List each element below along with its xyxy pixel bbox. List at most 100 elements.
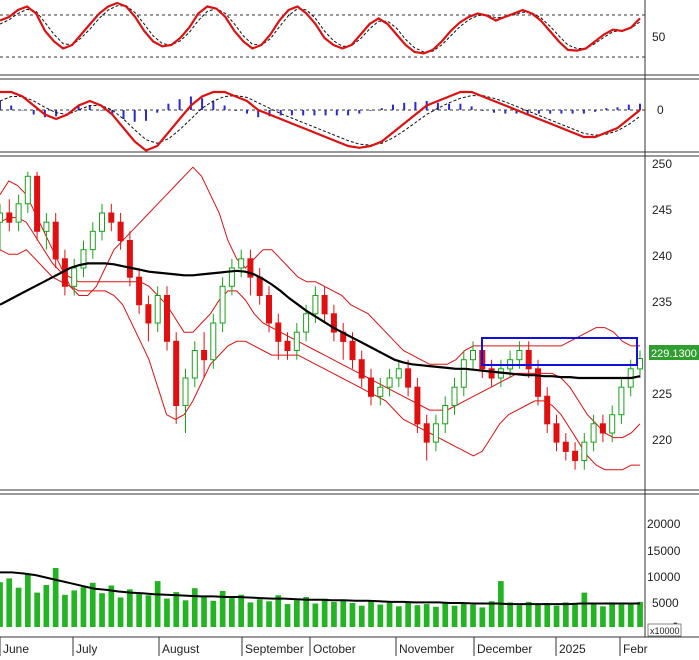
candle-body <box>618 386 625 416</box>
volume-tick-label: 5000 <box>652 596 679 610</box>
candle-body <box>581 441 588 462</box>
candle-body <box>284 340 291 351</box>
long-moving-average <box>0 262 641 380</box>
x-tick-label: 2025 <box>559 642 586 656</box>
volume-bar <box>201 596 207 627</box>
candle-body <box>590 423 597 443</box>
volume-bar <box>368 600 374 627</box>
volume-bar <box>164 598 170 627</box>
volume-bar <box>386 602 393 627</box>
candle-body <box>293 331 300 352</box>
volume-bar <box>340 599 347 627</box>
candle-body <box>572 450 579 461</box>
volume-bar <box>405 601 411 627</box>
candle-body <box>312 295 319 315</box>
volume-bar <box>627 603 634 627</box>
macd-histogram-bar <box>605 108 608 110</box>
highlight-box <box>481 337 638 366</box>
macd-histogram-bar <box>302 110 305 116</box>
x-tick-label: December <box>477 642 532 656</box>
volume-bar <box>331 601 337 627</box>
x-tick-label: November <box>399 642 454 656</box>
candle-body <box>173 340 180 406</box>
volume-bar <box>62 594 68 627</box>
candle-body <box>349 340 356 361</box>
bollinger-lower-band <box>0 249 640 471</box>
price-series <box>0 166 643 471</box>
volume-bar <box>590 603 597 627</box>
macd-line <box>0 90 641 152</box>
candle-body <box>395 368 402 379</box>
x-tick-marks <box>0 637 621 656</box>
last-price-tag: 229.1300 <box>649 345 699 360</box>
candle-body <box>43 221 50 232</box>
macd-histogram-bar <box>88 105 91 110</box>
x-tick-label: September <box>245 642 304 656</box>
volume-bar <box>442 603 449 627</box>
macd-histogram-bar <box>279 110 282 116</box>
volume-bar <box>544 603 551 627</box>
x-tick-label: August <box>162 642 200 656</box>
candle-body <box>303 313 310 333</box>
candle-body <box>535 368 541 397</box>
volume-bar <box>229 598 235 627</box>
candle-body <box>126 240 133 278</box>
macd-histogram-bar <box>313 110 316 116</box>
candle-body <box>219 285 226 324</box>
macd-histogram-bar <box>335 110 338 116</box>
candle-body <box>451 386 458 407</box>
price-tick-label: 245 <box>652 203 672 217</box>
volume-bar <box>266 601 272 627</box>
volume-bar <box>294 600 300 627</box>
x-tick-label: October <box>313 642 356 656</box>
candle-body <box>99 212 105 232</box>
volume-bar <box>581 592 588 627</box>
price-tick-label: 220 <box>652 433 672 447</box>
volume-tick-label: 10000 <box>647 570 681 584</box>
candle-body <box>52 221 59 260</box>
candle-body <box>164 295 170 342</box>
macd-histogram-bar <box>392 104 394 110</box>
macd-histogram-bar <box>414 101 417 110</box>
macd-histogram-bar <box>77 105 80 110</box>
macd-histogram-bar <box>0 101 1 110</box>
candle-body <box>609 414 616 434</box>
volume-tick-label: 20000 <box>647 517 681 531</box>
candle-body <box>599 423 606 434</box>
macd-histogram-bar <box>234 110 237 111</box>
volume-bar <box>108 585 115 627</box>
volume-bar <box>127 589 133 627</box>
stochastic-k-line <box>0 1 641 55</box>
volume-bar <box>182 600 189 627</box>
panel-frames <box>0 0 699 638</box>
candle-body <box>330 313 337 333</box>
macd-histogram-bar <box>639 103 641 110</box>
volume-bar <box>312 603 319 627</box>
candle-body <box>460 359 467 388</box>
volume-bar <box>303 597 309 627</box>
macd-histogram-bar <box>167 103 170 110</box>
volume-bar <box>99 593 105 627</box>
volume-bar <box>349 603 356 627</box>
candle-body <box>432 423 439 443</box>
macd-histogram-bar <box>403 102 406 110</box>
volume-unit-bg <box>647 623 682 637</box>
macd-histogram-bar <box>133 110 136 122</box>
macd-histogram-bar <box>268 110 271 117</box>
candle-body <box>488 368 495 379</box>
macd-histogram-bar <box>358 110 361 114</box>
volume-bar <box>479 607 486 627</box>
volume-bar <box>507 602 513 627</box>
candle-body <box>89 230 96 251</box>
macd-series <box>0 90 641 152</box>
volume-bar <box>238 594 244 627</box>
volume-bar <box>525 601 532 627</box>
volume-bar <box>618 604 625 627</box>
bollinger-middle-band <box>0 217 641 439</box>
volume-bar <box>609 602 615 627</box>
volume-bar <box>219 591 226 627</box>
macd-histogram-bar <box>212 101 215 110</box>
candle-body <box>386 377 393 388</box>
